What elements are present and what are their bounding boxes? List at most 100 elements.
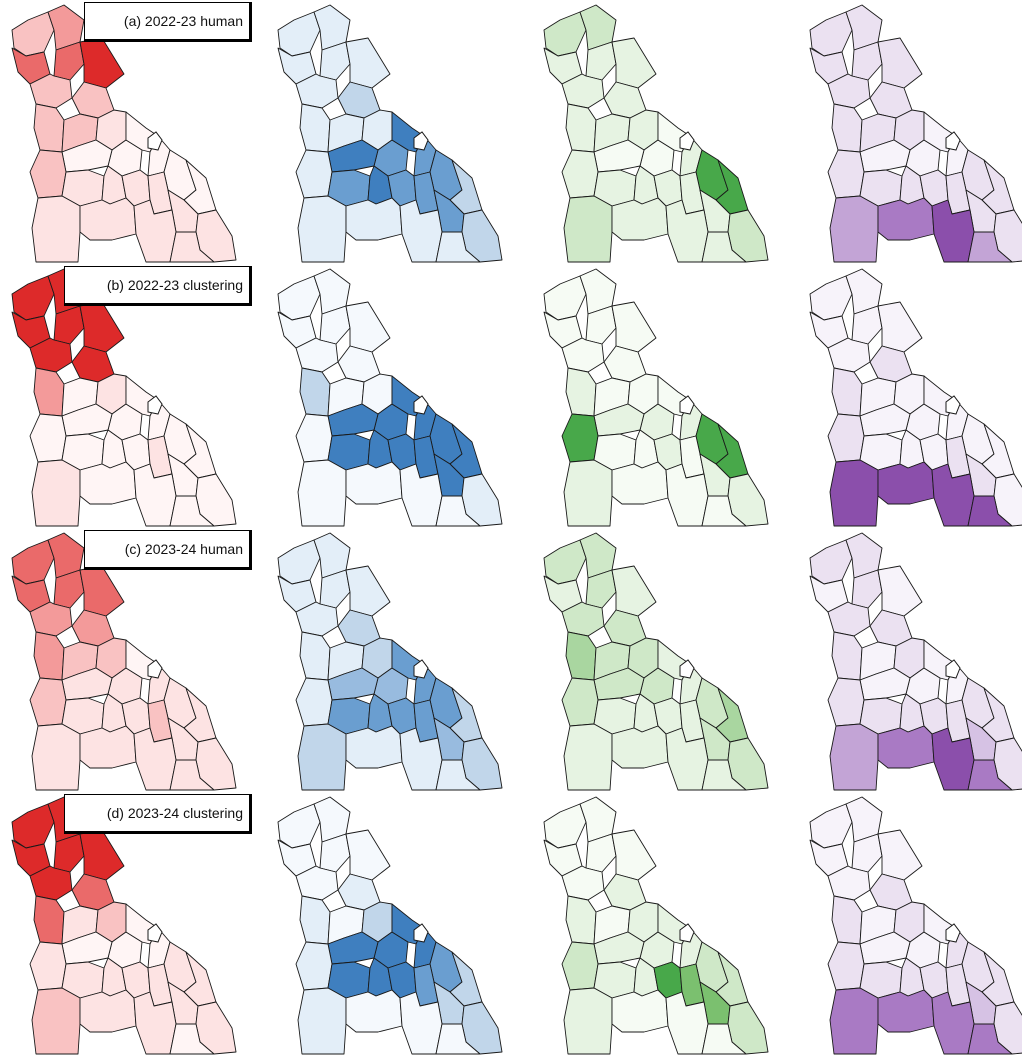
map-region-7	[603, 81, 647, 119]
map-region-7	[71, 345, 115, 383]
city-enclave	[413, 923, 429, 943]
city-enclave	[413, 659, 429, 679]
map-region-8	[33, 895, 65, 945]
map-region-8	[565, 367, 597, 417]
map-region-27	[435, 231, 481, 263]
map-region-24	[297, 987, 347, 1055]
map-region-5	[611, 301, 657, 353]
map-region-7	[337, 345, 381, 383]
map-region-27	[435, 1023, 481, 1055]
map-region-24	[829, 987, 879, 1055]
map-svg	[11, 268, 237, 527]
map-region-25	[345, 197, 403, 241]
map-region-8	[831, 895, 863, 945]
map-region-24	[829, 195, 879, 263]
map-panel-blue	[266, 528, 521, 792]
map-region-24	[297, 459, 347, 527]
map-panel-green	[532, 0, 787, 264]
map-region-24	[563, 195, 613, 263]
map-panel-blue	[266, 0, 521, 264]
city-enclave	[679, 131, 695, 151]
map-region-7	[337, 609, 381, 647]
map-region-4	[319, 305, 351, 345]
map-region-25	[345, 461, 403, 505]
row-label: (c) 2023-24 human	[84, 530, 252, 570]
map-panel-red	[0, 264, 255, 528]
map-region-7	[71, 81, 115, 119]
map-region-27	[701, 495, 747, 527]
city-enclave	[945, 131, 961, 151]
map-panel-red	[0, 528, 255, 792]
map-region-5	[79, 829, 125, 881]
map-region-4	[585, 833, 617, 873]
map-panel-green	[532, 792, 787, 1056]
map-region-24	[31, 195, 81, 263]
city-enclave	[945, 659, 961, 679]
map-panel-red	[0, 792, 255, 1056]
map-region-17	[561, 677, 599, 727]
city-enclave	[413, 395, 429, 415]
map-region-8	[33, 631, 65, 681]
map-svg	[809, 796, 1022, 1055]
row-label: (a) 2022-23 human	[84, 2, 252, 42]
map-region-24	[297, 195, 347, 263]
map-region-4	[53, 305, 85, 345]
map-region-4	[53, 41, 85, 81]
map-region-7	[71, 609, 115, 647]
map-panel-green	[532, 528, 787, 792]
map-region-4	[851, 569, 883, 609]
map-region-4	[319, 41, 351, 81]
map-region-25	[877, 989, 935, 1033]
map-region-27	[435, 495, 481, 527]
map-region-5	[877, 565, 923, 617]
map-region-8	[565, 103, 597, 153]
map-region-25	[79, 725, 137, 769]
map-svg	[277, 268, 503, 527]
map-region-17	[827, 149, 865, 199]
map-region-25	[611, 461, 669, 505]
map-region-4	[585, 305, 617, 345]
map-region-4	[585, 569, 617, 609]
city-enclave	[679, 923, 695, 943]
map-region-25	[345, 725, 403, 769]
map-region-7	[603, 609, 647, 647]
map-region-5	[345, 37, 391, 89]
map-region-27	[967, 231, 1013, 263]
city-enclave	[147, 923, 163, 943]
map-region-17	[827, 413, 865, 463]
map-region-1	[11, 11, 55, 57]
map-region-17	[29, 677, 67, 727]
map-region-1	[277, 539, 321, 585]
map-region-27	[701, 759, 747, 791]
map-region-1	[11, 275, 55, 321]
map-region-5	[877, 37, 923, 89]
map-region-27	[435, 759, 481, 791]
map-region-27	[169, 1023, 215, 1055]
map-region-17	[295, 941, 333, 991]
map-region-5	[611, 565, 657, 617]
map-region-24	[31, 723, 81, 791]
map-svg	[277, 532, 503, 791]
map-region-27	[967, 495, 1013, 527]
map-panel-purple	[798, 792, 1022, 1056]
map-region-5	[79, 37, 125, 89]
map-region-8	[831, 631, 863, 681]
map-region-8	[299, 895, 331, 945]
map-region-1	[543, 803, 587, 849]
map-region-1	[11, 539, 55, 585]
map-region-5	[79, 565, 125, 617]
map-region-25	[79, 197, 137, 241]
map-region-8	[33, 367, 65, 417]
map-region-24	[829, 723, 879, 791]
map-region-17	[295, 413, 333, 463]
map-svg	[543, 268, 769, 527]
map-region-24	[563, 723, 613, 791]
map-region-17	[29, 149, 67, 199]
map-region-7	[603, 873, 647, 911]
map-region-5	[345, 829, 391, 881]
map-region-1	[11, 803, 55, 849]
map-svg	[809, 268, 1022, 527]
map-region-24	[829, 459, 879, 527]
city-enclave	[147, 395, 163, 415]
map-panel-purple	[798, 0, 1022, 264]
